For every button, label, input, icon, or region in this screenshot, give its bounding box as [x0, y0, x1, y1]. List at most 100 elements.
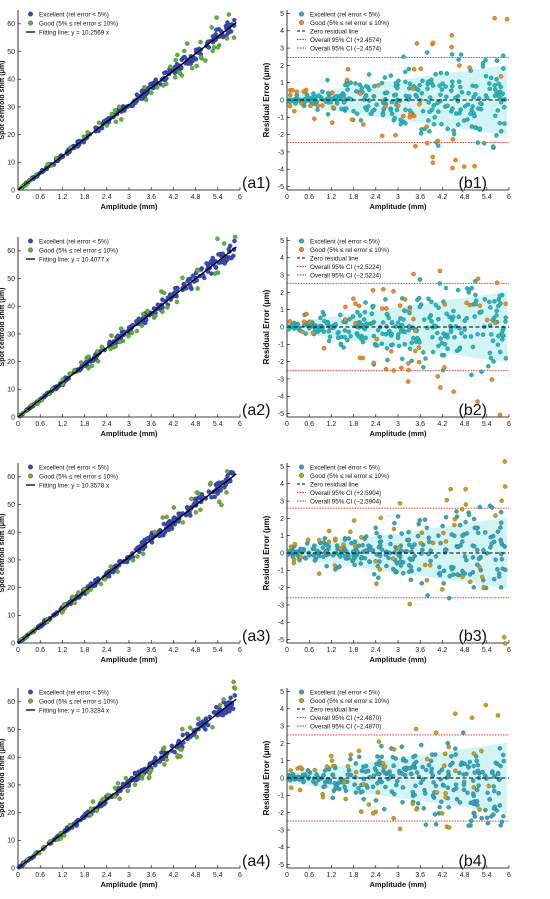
excellent-point: [457, 110, 462, 116]
good-point: [194, 63, 199, 69]
excellent-point: [342, 784, 347, 790]
excellent-point: [437, 770, 442, 775]
excellent-point: [495, 529, 501, 534]
excellent-point: [338, 312, 343, 318]
legend-label: Overall 95% CI (+2.4574): [310, 37, 381, 44]
good-point: [498, 74, 504, 79]
excellent-point: [437, 572, 443, 578]
panel-label: (b3): [459, 628, 487, 645]
excellent-point: [174, 62, 180, 67]
excellent-point: [480, 64, 486, 69]
legend-label: Zero residual line: [310, 255, 359, 262]
excellent-point: [426, 535, 431, 541]
good-point: [212, 271, 218, 276]
good-point: [175, 52, 180, 58]
excellent-point: [353, 89, 359, 94]
y-tick-label: 0: [280, 97, 284, 104]
excellent-point: [501, 813, 506, 819]
excellent-point: [498, 525, 503, 530]
excellent-point: [321, 329, 327, 334]
excellent-point: [370, 108, 376, 113]
excellent-point: [345, 337, 350, 343]
excellent-point: [363, 300, 368, 305]
good-point: [430, 160, 436, 165]
excellent-point: [214, 704, 219, 710]
x-tick-label: 4.8: [460, 421, 470, 428]
excellent-point: [320, 89, 325, 94]
legend-label: Zero residual line: [310, 28, 359, 35]
good-point: [113, 119, 119, 125]
excellent-point: [429, 766, 434, 771]
good-point: [149, 90, 154, 96]
y-tick-label: 0: [280, 324, 284, 331]
x-tick-label: 0: [285, 194, 289, 201]
good-point: [381, 287, 386, 292]
excellent-point: [390, 342, 395, 347]
good-point: [413, 143, 418, 149]
good-point: [112, 785, 118, 791]
excellent-point: [132, 772, 138, 777]
excellent-point: [437, 564, 442, 570]
good-point: [198, 54, 204, 60]
excellent-point: [366, 543, 371, 548]
excellent-point: [379, 547, 385, 552]
excellent-point: [372, 83, 377, 89]
excellent-point: [364, 83, 369, 89]
y-tick-label: 30: [7, 331, 15, 338]
excellent-point: [341, 99, 347, 105]
good-point: [495, 713, 501, 718]
excellent-point: [209, 271, 214, 276]
excellent-point: [473, 92, 478, 97]
excellent-point: [409, 771, 414, 777]
excellent-point: [480, 769, 485, 775]
excellent-point: [311, 91, 316, 96]
good-point: [116, 104, 122, 110]
excellent-point: [363, 335, 368, 341]
excellent-point: [426, 118, 431, 123]
excellent-point: [390, 754, 396, 760]
excellent-point: [464, 531, 470, 536]
excellent-point: [498, 100, 504, 105]
excellent-point: [419, 91, 425, 96]
excellent-point: [471, 516, 477, 522]
excellent-point: [230, 470, 236, 475]
y-tick-label: 20: [7, 585, 15, 592]
x-tick-label: 1.2: [58, 647, 68, 654]
good-point: [177, 70, 182, 75]
good-point: [371, 360, 376, 366]
excellent-point: [487, 86, 492, 92]
excellent-point: [497, 803, 503, 808]
excellent-point: [396, 343, 402, 349]
excellent-point: [315, 548, 320, 554]
excellent-point: [489, 332, 494, 337]
excellent-point: [172, 749, 177, 755]
good-point: [95, 359, 101, 364]
good-point: [461, 164, 467, 169]
excellent-point: [468, 334, 474, 339]
x-tick-label: 5.4: [482, 872, 492, 879]
excellent-point: [375, 343, 380, 348]
excellent-point: [353, 775, 358, 780]
good-point: [175, 753, 180, 758]
good-point: [146, 774, 152, 780]
excellent-point: [407, 81, 413, 87]
excellent-point: [110, 569, 116, 575]
x-axis-label: Amplitude (mm): [100, 202, 158, 211]
excellent-point: [407, 86, 412, 91]
excellent-point: [487, 350, 493, 356]
good-point: [160, 515, 165, 520]
excellent-point: [311, 553, 316, 558]
excellent-point: [313, 781, 318, 786]
good-point: [384, 306, 389, 311]
excellent-point: [349, 97, 354, 102]
good-point: [287, 103, 293, 109]
y-tick-label: -1: [278, 342, 284, 349]
excellent-point: [348, 756, 353, 762]
x-tick-label: 1.8: [80, 194, 90, 201]
good-point: [375, 790, 381, 795]
excellent-point: [399, 531, 404, 536]
excellent-point: [435, 143, 441, 148]
excellent-point: [384, 90, 389, 96]
y-tick-label: 10: [7, 613, 15, 620]
excellent-point: [301, 779, 306, 785]
